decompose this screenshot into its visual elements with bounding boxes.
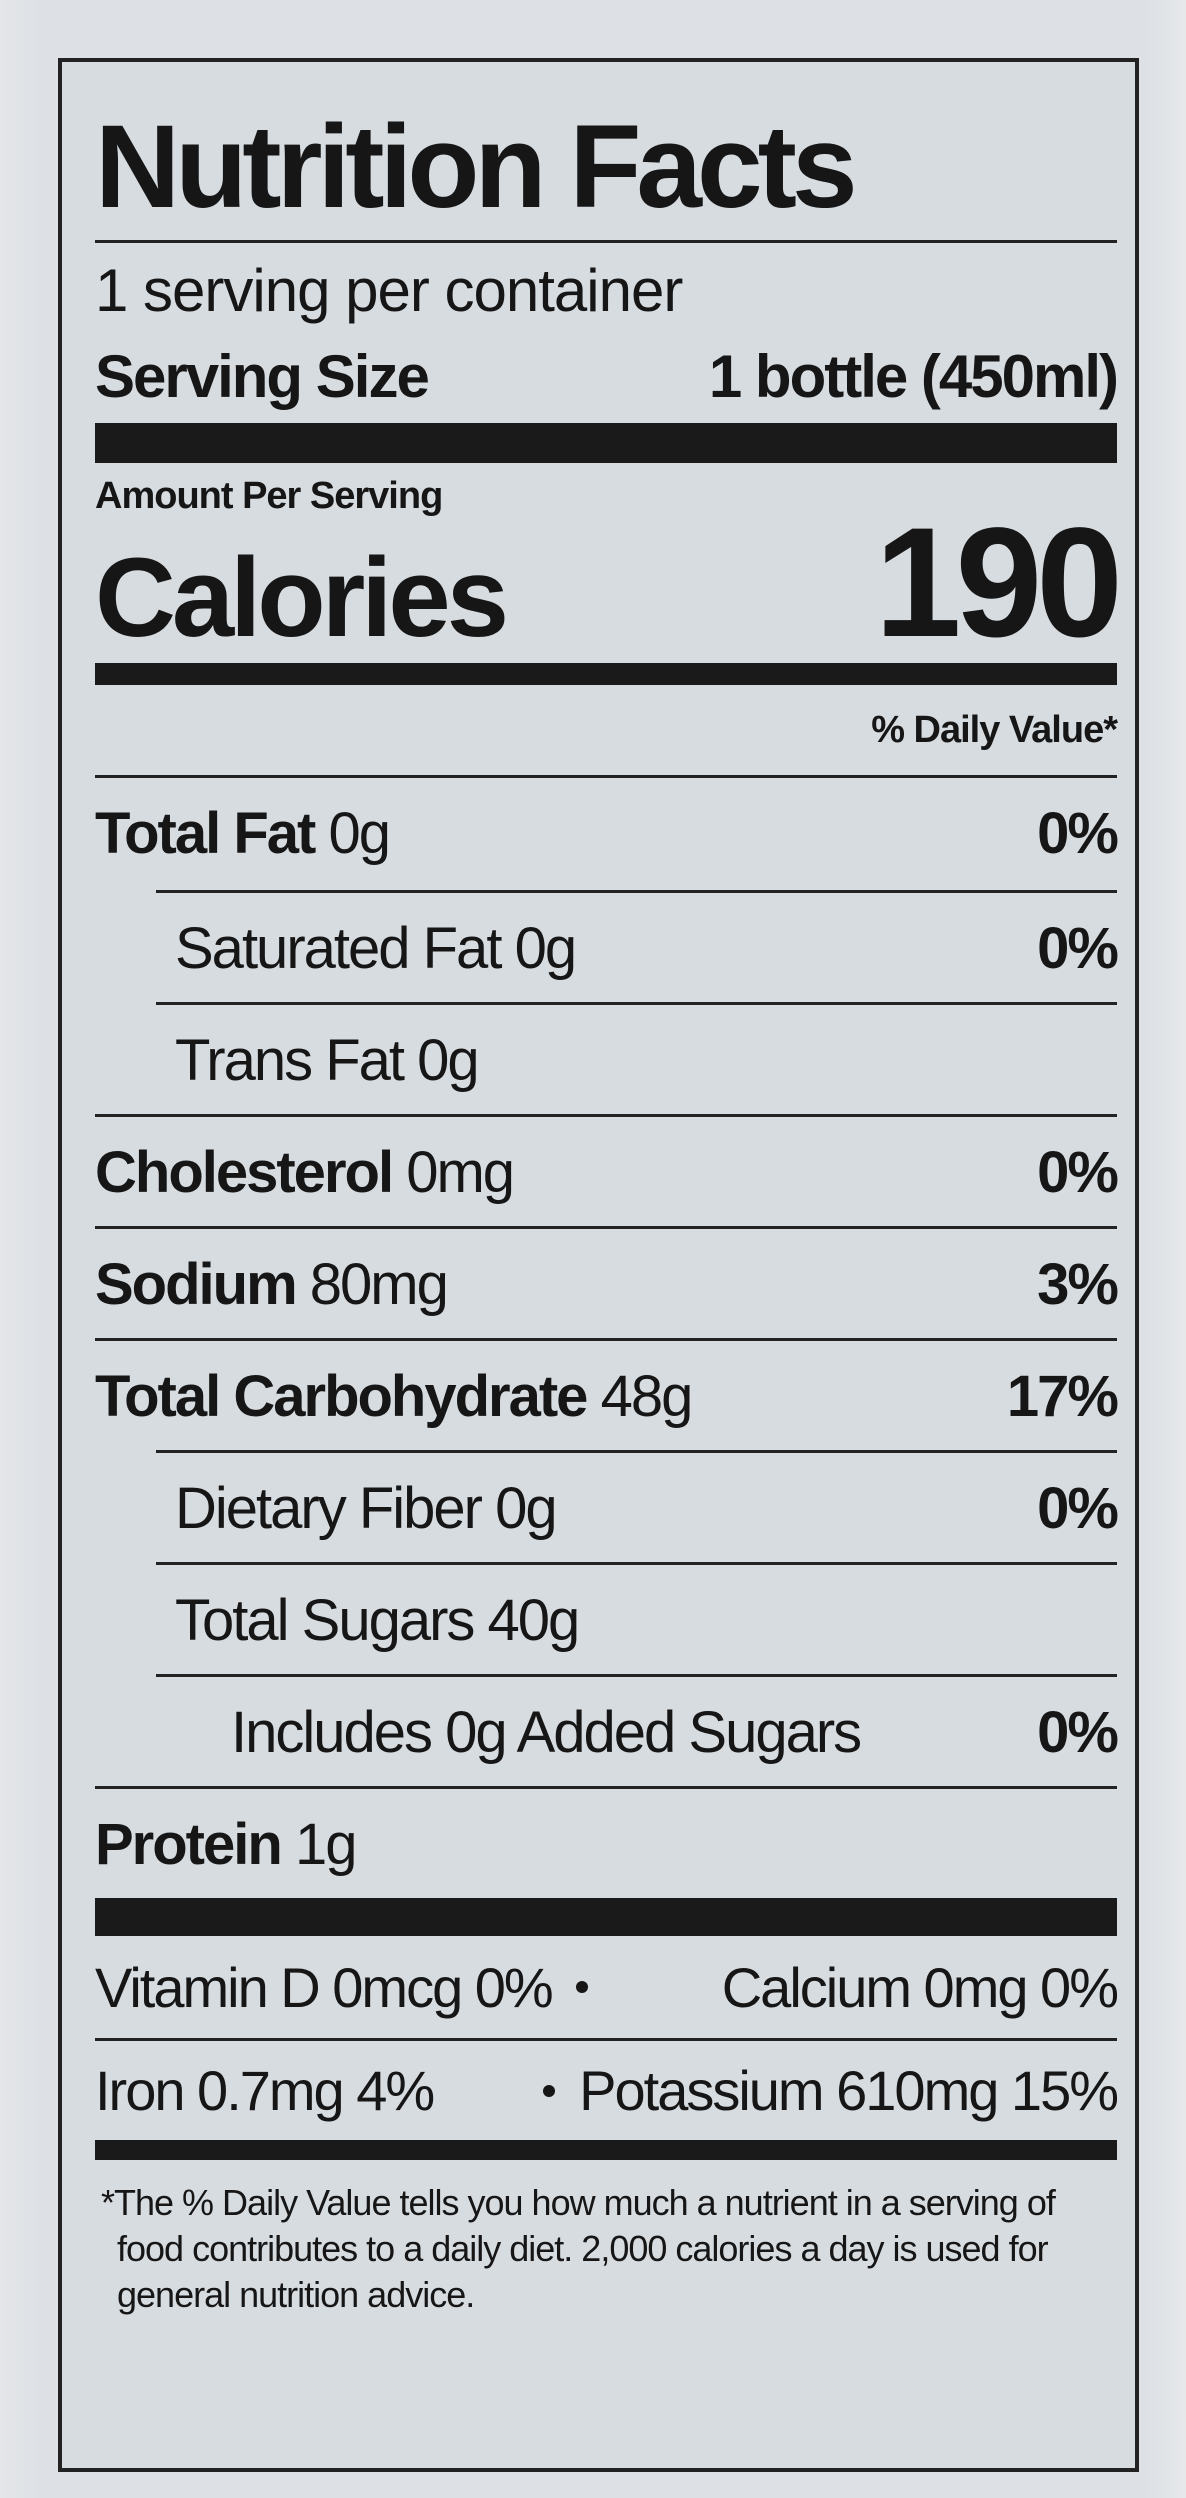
nutrient: Trans Fat 0g [175, 1005, 480, 1114]
nutrient: Dietary Fiber 0g [175, 1453, 558, 1562]
nutrient: Total Carbohydrate 48g [95, 1341, 694, 1450]
vitamin-left: Iron 0.7mg 4% [95, 2059, 435, 2122]
nutrition-panel: Nutrition Facts 1 serving per container … [58, 58, 1139, 2472]
nutrient-row: Total Sugars 40g [156, 1562, 1117, 1674]
daily-value: 0% [1037, 801, 1119, 866]
vitamin-rows: Vitamin D 0mcg 0% Calcium 0mg 0% Iron 0.7m… [95, 1936, 1119, 2140]
nutrient-rows: Total Fat 0g 0% Saturated Fat 0g 0% Trans Fa… [95, 778, 1119, 1898]
daily-value-header: % Daily Value* [95, 685, 1118, 778]
nutrient: Total Sugars 40g [175, 1565, 581, 1674]
nutrient-row: Saturated Fat 0g 0% [156, 890, 1119, 1002]
footnote: *The % Daily Value tells you how much a … [101, 2182, 1056, 2315]
nutrient-row: Total Fat 0g 0% [95, 778, 1119, 890]
nutrient-amount: 0mg [406, 1140, 515, 1205]
nutrient-row: Trans Fat 0g [156, 1002, 1117, 1114]
nutrient-row: Protein 1g [95, 1786, 1117, 1898]
nutrient-name: Saturated Fat [175, 916, 502, 981]
daily-value: 17% [1006, 1364, 1119, 1429]
nutrient-name: Total Fat [95, 801, 316, 866]
nutrient-amount: 0g [514, 916, 577, 981]
nutrient: Includes 0g Added Sugars [231, 1677, 862, 1786]
nutrient-amount: 48g [600, 1364, 694, 1429]
nutrient-amount: 1g [294, 1812, 357, 1877]
bullet [543, 2084, 556, 2097]
nutrient: Sodium 80mg [95, 1229, 449, 1338]
daily-value: 0% [1037, 1476, 1119, 1541]
calories-value: 190 [874, 496, 1123, 670]
daily-value: 0% [1037, 1700, 1119, 1765]
nutrient-row: Includes 0g Added Sugars 0% [156, 1674, 1119, 1786]
title: Nutrition Facts [95, 62, 1117, 243]
nutrient: Total Fat 0g [95, 778, 391, 890]
vitamin-left: Vitamin D 0mcg 0% [95, 1955, 554, 2019]
serving-size: Serving Size 1 bottle (450ml) [95, 331, 1119, 423]
nutrient: Protein 1g [95, 1789, 357, 1898]
bullet [575, 1981, 588, 1993]
medium-rule [95, 663, 1117, 685]
serving-size-value: 1 bottle (450ml) [708, 343, 1119, 410]
nutrient-amount: 40g [487, 1588, 581, 1653]
nutrient-amount: 0g [417, 1028, 479, 1093]
nutrient-row: Cholesterol 0mg 0% [95, 1114, 1119, 1226]
daily-value: 3% [1037, 1252, 1119, 1317]
nutrient-row: Sodium 80mg 3% [95, 1226, 1119, 1338]
calories: Calories 190 [95, 503, 1123, 663]
nutrient-name: Cholesterol [95, 1140, 394, 1205]
nutrient-amount: 80mg [309, 1252, 449, 1317]
vitamin-right: Potassium 610mg 15% [579, 2059, 1119, 2122]
servings: 1 serving per container [95, 257, 683, 324]
panel-content: Nutrition Facts 1 serving per container … [95, 62, 1123, 2318]
thick-rule [95, 423, 1117, 463]
nutrient-amount: 0g [495, 1476, 557, 1541]
nutrient-row: Total Carbohydrate 48g 17% [95, 1338, 1119, 1450]
amount-per-serving: Amount Per Serving [95, 475, 443, 517]
nutrient-name: Dietary Fiber [175, 1476, 483, 1541]
vitamin-row: Iron 0.7mg 4% Potassium 610mg 15% [95, 2038, 1119, 2140]
daily-value: 0% [1037, 916, 1119, 981]
nutrient-name: Sodium [95, 1252, 298, 1317]
nutrient-row: Dietary Fiber 0g 0% [156, 1450, 1119, 1562]
nutrient-name: Protein [95, 1812, 283, 1877]
medium-rule [95, 2140, 1117, 2160]
nutrient-name: Includes 0g Added Sugars [231, 1700, 862, 1765]
nutrient-name: Trans Fat [175, 1028, 405, 1093]
serving-size-label: Serving Size [95, 343, 430, 410]
nutrient-name: Total Sugars [175, 1588, 475, 1653]
daily-value: 0% [1037, 1140, 1119, 1205]
nutrient-amount: 0g [328, 801, 390, 866]
vitamin-right: Calcium 0mg 0% [721, 1955, 1119, 2019]
nutrient: Saturated Fat 0g [175, 893, 577, 1002]
calories-label: Calories [95, 535, 509, 660]
vitamin-row: Vitamin D 0mcg 0% Calcium 0mg 0% [95, 1936, 1119, 2038]
nutrient: Cholesterol 0mg [95, 1117, 515, 1226]
nutrient-name: Total Carbohydrate [95, 1364, 588, 1429]
thick-rule [95, 1898, 1117, 1936]
